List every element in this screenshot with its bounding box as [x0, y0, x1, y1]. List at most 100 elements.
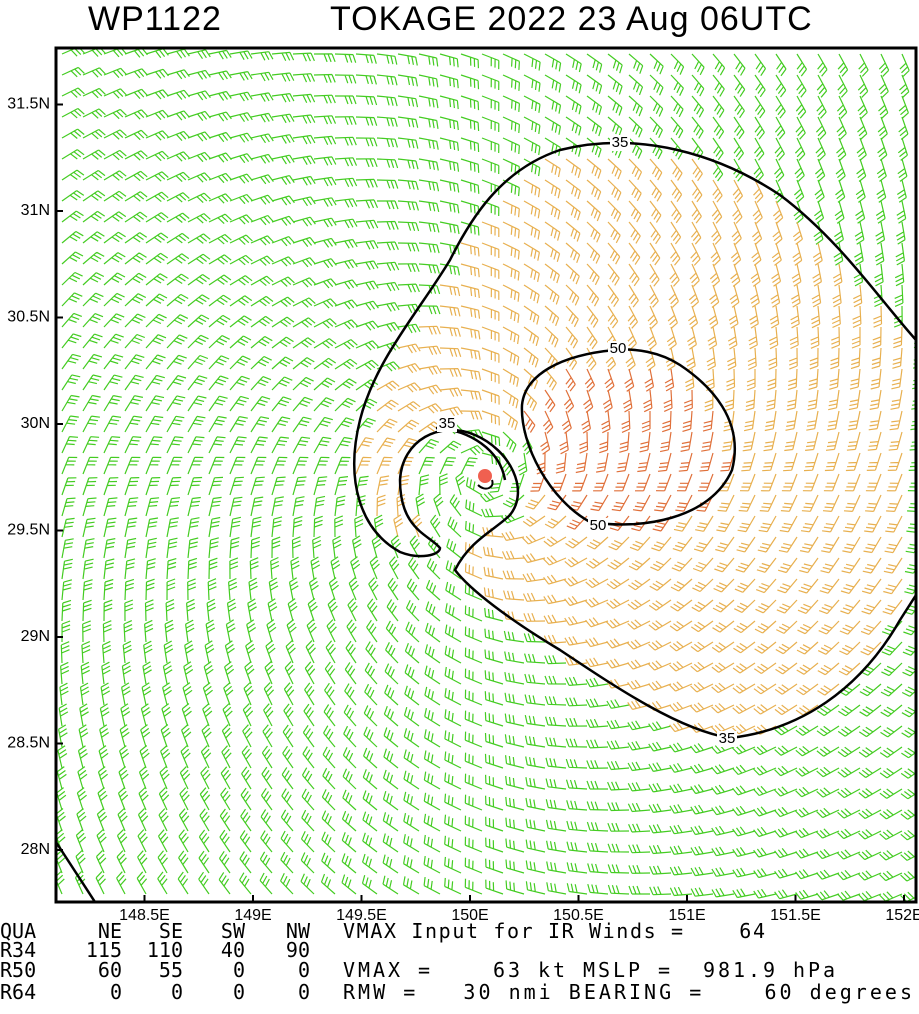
wind-barb: [772, 200, 784, 224]
wind-barb: [648, 599, 672, 611]
wind-barb: [881, 662, 903, 677]
wind-barb: [662, 410, 672, 433]
wind-barb: [286, 619, 297, 643]
wind-barb: [313, 237, 337, 248]
wind-barb: [543, 536, 567, 547]
wind-barb: [102, 620, 112, 643]
wind-barb: [755, 599, 777, 614]
wind-barb: [859, 662, 882, 676]
wind-barb: [271, 134, 295, 144]
wind-barb: [816, 890, 840, 901]
wind-barb: [481, 53, 500, 70]
wind-barb: [439, 158, 460, 172]
wind-barb: [525, 860, 546, 874]
wind-barb: [586, 242, 601, 264]
wind-barb: [397, 242, 420, 252]
wind-barb: [423, 856, 441, 874]
wind-barb: [334, 157, 358, 167]
wind-barb: [229, 436, 247, 454]
wind-barb: [711, 846, 735, 857]
wind-barb: [95, 871, 106, 895]
wind-barb: [626, 326, 637, 350]
wind-barb: [323, 704, 336, 727]
wind-barb: [906, 523, 916, 533]
wind-barb: [790, 284, 801, 308]
wind-barb: [187, 375, 208, 391]
wind-barb: [649, 221, 661, 245]
wind-barb: [444, 730, 462, 748]
wind-barb: [898, 95, 909, 119]
wind-barb: [464, 668, 483, 685]
wind-barb: [117, 808, 128, 832]
wind-barb: [565, 179, 581, 200]
wind-barb: [736, 536, 756, 553]
wind-barb: [586, 739, 609, 749]
x-tick-label: 151.5E: [770, 907, 821, 924]
contour-label-bg: [717, 731, 737, 747]
wind-barb: [250, 416, 270, 433]
wind-barb: [544, 158, 561, 178]
contour-label: 35: [612, 134, 629, 151]
wind-barb: [271, 496, 284, 517]
wind-barb: [648, 782, 672, 793]
wind-barb: [502, 221, 520, 239]
wind-barb: [103, 599, 113, 622]
wind-barb: [746, 369, 756, 391]
wind-barb: [607, 802, 630, 812]
wind-barb: [179, 766, 191, 790]
wind-barb: [712, 137, 724, 161]
wind-barb: [405, 600, 420, 622]
wind-barb: [402, 876, 420, 895]
table-cell: R64: [0, 980, 36, 1004]
wind-barb: [376, 137, 398, 148]
wind-barb: [97, 766, 108, 790]
wind-barb: [271, 154, 295, 165]
wind-barb: [166, 537, 178, 559]
wind-barb: [292, 436, 311, 454]
wind-barb: [501, 531, 525, 541]
wind-barb: [837, 74, 848, 98]
wind-barb: [145, 415, 164, 433]
wind-barb: [382, 833, 399, 853]
wind-barb: [376, 179, 399, 189]
wind-barb: [208, 375, 229, 391]
wind-barb: [884, 536, 903, 554]
wind-barb: [103, 88, 127, 99]
wind-barb: [424, 644, 441, 664]
wind-barb: [814, 179, 825, 203]
wind-barb: [460, 116, 480, 132]
wind-barb: [840, 578, 861, 594]
wind-barb: [325, 640, 336, 664]
wind-barb: [481, 137, 500, 154]
wind-barb: [313, 357, 337, 370]
wind-barb: [140, 703, 151, 727]
wind-barb: [712, 74, 725, 97]
wind-barb: [460, 95, 480, 111]
wind-barb: [362, 853, 378, 874]
wind-barb: [61, 436, 79, 454]
wind-barb: [103, 497, 118, 517]
wind-barb: [292, 155, 316, 166]
wind-barb: [909, 441, 916, 451]
wind-barb: [586, 200, 601, 222]
wind-barb: [418, 438, 440, 454]
wind-barb: [501, 550, 525, 560]
wind-barb: [753, 179, 764, 203]
wind-barb: [124, 170, 148, 182]
wind-barb: [806, 410, 819, 431]
wind-barb: [669, 742, 693, 753]
wind-barb: [250, 92, 274, 102]
wind-barb: [774, 889, 798, 900]
wind-barb: [690, 743, 714, 754]
wind-barb: [301, 767, 315, 790]
wind-barb: [832, 263, 843, 287]
wind-barb: [522, 572, 546, 583]
wind-barb: [607, 843, 630, 853]
wind-barb: [77, 745, 88, 769]
wind-barb: [403, 706, 420, 727]
wind-barb: [483, 587, 504, 601]
wind-barb: [586, 347, 597, 371]
wind-barb: [837, 787, 861, 799]
wind-barb: [82, 620, 92, 643]
wind-barb: [753, 765, 777, 776]
